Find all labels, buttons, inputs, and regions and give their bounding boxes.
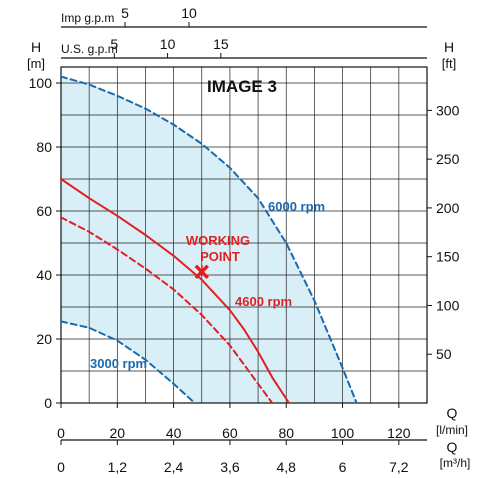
x-lmin-tick-label: 80 xyxy=(278,425,294,441)
x-lmin-tick-label: 100 xyxy=(331,425,355,441)
x-m3h-tick-label: 6 xyxy=(339,459,347,475)
y-left-axis-name: H xyxy=(31,39,41,55)
y-m-tick-label: 40 xyxy=(36,267,52,283)
grid xyxy=(61,67,427,403)
y-m-tick-label: 100 xyxy=(29,75,53,91)
plot-frame xyxy=(60,66,428,404)
x-m3h-tick-label: 4,8 xyxy=(276,459,296,475)
x-lmin-tick-label: 60 xyxy=(222,425,238,441)
x-m3h-tick-label: 3,6 xyxy=(220,459,240,475)
y-left-axis-unit: [m] xyxy=(27,56,45,71)
tick-labels: 0 20 40 60 80 100 120 0 1,2 2,4 3,6 4,8 6 7,2 0 20 40 60 8… xyxy=(29,5,460,475)
y-m-tick-label: 60 xyxy=(36,203,52,219)
y-m-tick-label: 20 xyxy=(36,331,52,347)
series-layer xyxy=(60,75,358,404)
x-lmin-axis-name: Q xyxy=(447,405,458,421)
tick-marks xyxy=(56,22,432,445)
x-m3h-axis-name: Q xyxy=(447,439,458,455)
x-lmin-tick-label: 0 xyxy=(57,425,65,441)
x-usgpm-tick-label: 15 xyxy=(213,36,229,52)
working-point-cross-b xyxy=(194,264,210,280)
y-m-tick-label: 80 xyxy=(36,139,52,155)
chart-title: IMAGE 3 xyxy=(207,77,277,96)
y-ft-tick-label: 300 xyxy=(436,102,460,118)
impgpm-axis-label: Imp g.p.m xyxy=(61,11,114,25)
x-lmin-tick-label: 20 xyxy=(110,425,126,441)
working-point-label-line1: WORKING xyxy=(186,233,250,248)
x-lmin-axis-unit: [l/min] xyxy=(436,423,468,437)
x-m3h-tick-label: 7,2 xyxy=(389,459,409,475)
x-usgpm-tick-label: 5 xyxy=(110,36,118,52)
y-ft-tick-label: 250 xyxy=(436,151,460,167)
working-point-label-line2: POINT xyxy=(200,249,240,264)
y-ft-tick-label: 200 xyxy=(436,200,460,216)
x-m3h-tick-label: 2,4 xyxy=(164,459,184,475)
working-point-marker xyxy=(194,264,210,280)
usgpm-axis-label: U.S. g.p.m xyxy=(61,42,118,56)
x-m3h-tick-label: 0 xyxy=(57,459,65,475)
y-ft-tick-label: 150 xyxy=(436,249,460,265)
y-ft-tick-label: 100 xyxy=(436,297,460,313)
x-m3h-axis-unit: [m³/h] xyxy=(440,456,471,470)
y-m-tick-label: 0 xyxy=(44,395,52,411)
x-usgpm-tick-label: 10 xyxy=(160,36,176,52)
series-line-2 xyxy=(60,178,290,404)
series-line-0 xyxy=(60,75,358,404)
operating-range-band xyxy=(61,76,357,403)
y-right-axis-unit: [ft] xyxy=(442,56,456,71)
x-impgpm-tick-label: 5 xyxy=(121,5,129,21)
x-m3h-tick-label: 1,2 xyxy=(108,459,128,475)
series-line-3 xyxy=(60,216,274,404)
y-right-axis-name: H xyxy=(444,39,454,55)
series-line-1 xyxy=(60,320,196,404)
series-label-4600rpm: 4600 rpm xyxy=(235,294,292,309)
series-label-3000rpm: 3000 rpm xyxy=(90,356,147,371)
x-lmin-tick-label: 120 xyxy=(387,425,411,441)
y-ft-tick-label: 50 xyxy=(436,346,452,362)
x-lmin-tick-label: 40 xyxy=(166,425,182,441)
series-label-6000rpm: 6000 rpm xyxy=(268,199,325,214)
x-impgpm-tick-label: 10 xyxy=(181,5,197,21)
